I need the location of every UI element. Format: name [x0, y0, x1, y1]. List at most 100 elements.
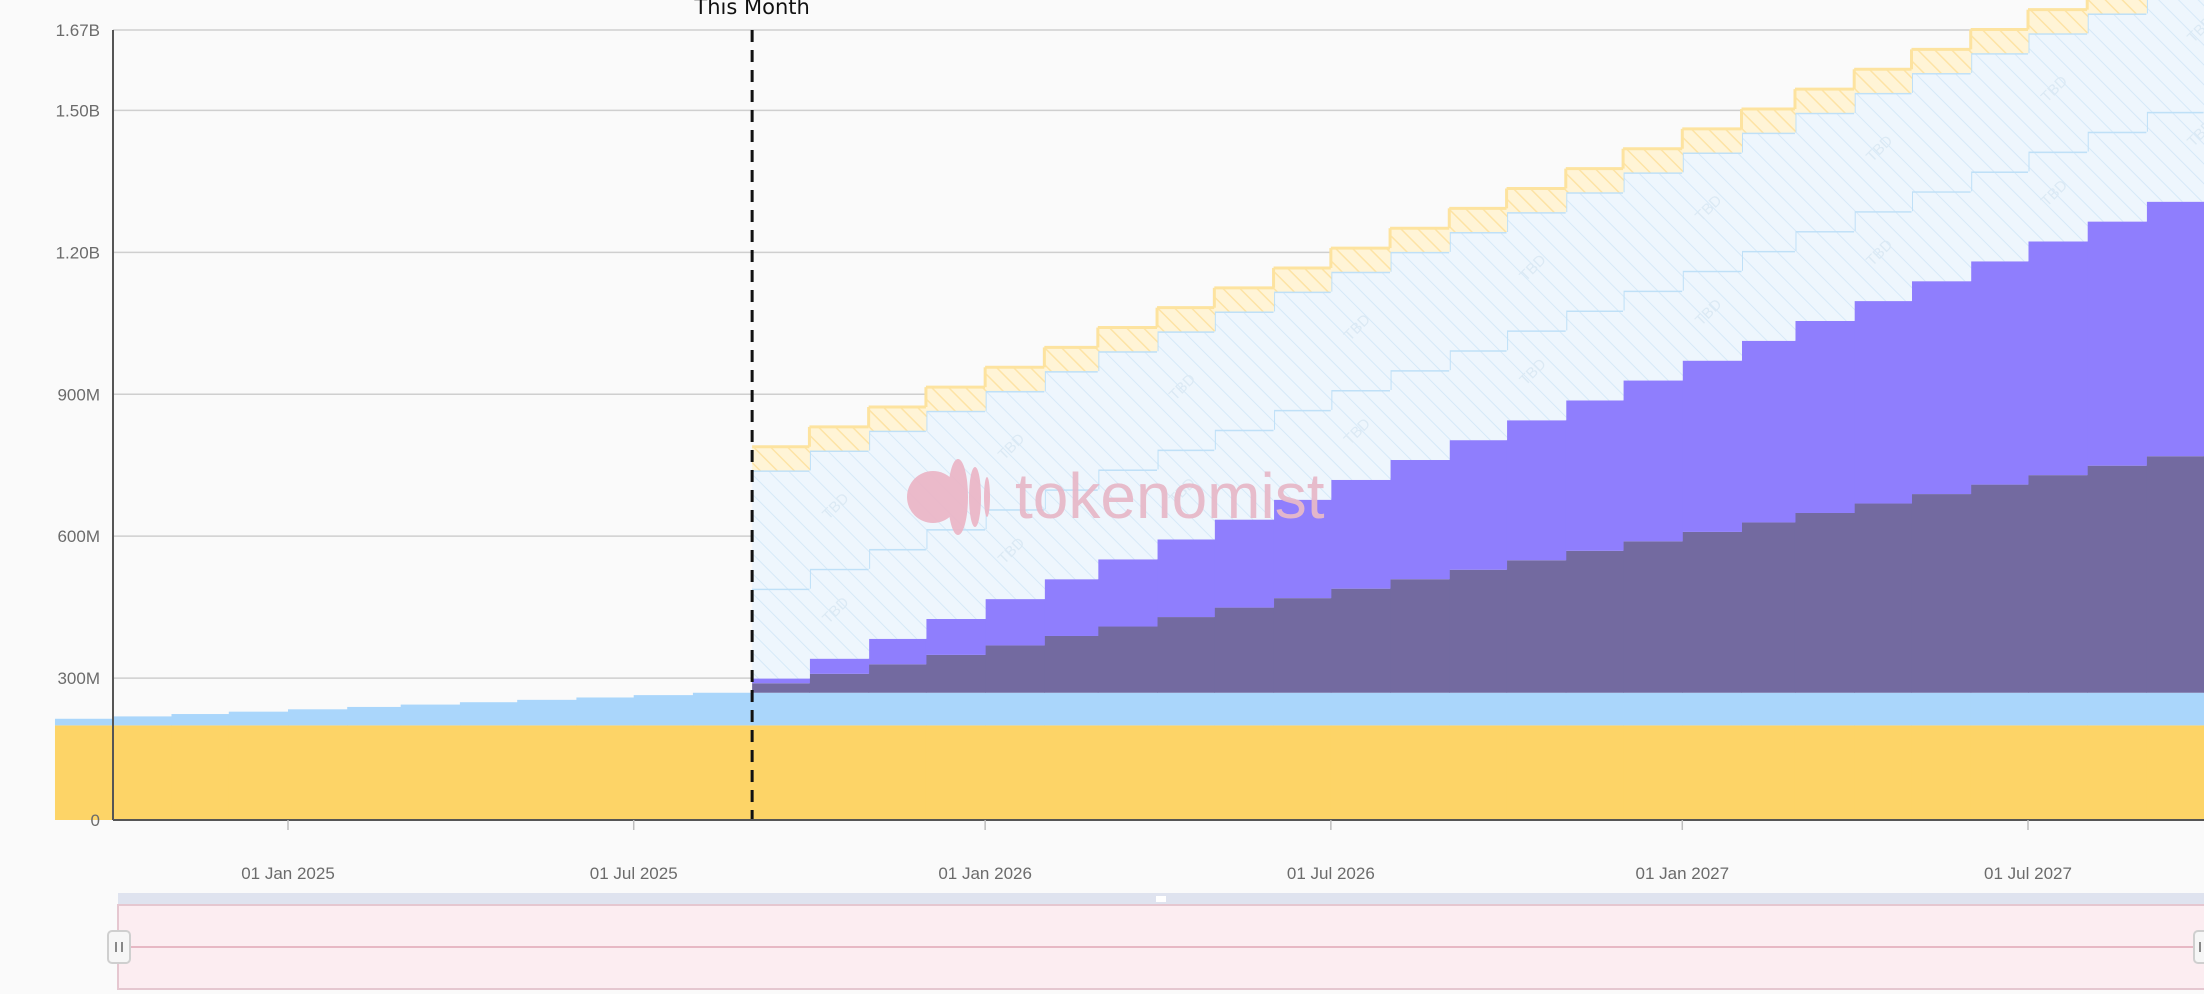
area-step	[1741, 132, 1796, 251]
area-step	[1390, 579, 1450, 693]
area-step	[2087, 465, 2147, 693]
area-step	[2028, 692, 2088, 726]
area-step	[692, 692, 753, 726]
area-step	[1682, 725, 1743, 820]
area-step	[809, 692, 870, 726]
area-step	[1214, 311, 1275, 430]
area-step	[868, 725, 927, 820]
area-step	[2028, 725, 2088, 820]
this-month-label: This Month	[693, 0, 809, 19]
area-step	[576, 697, 635, 726]
area-step	[752, 692, 810, 726]
area-step	[985, 367, 1045, 391]
area-step	[1157, 617, 1215, 693]
area-step	[752, 470, 810, 589]
area-step	[985, 599, 1045, 646]
area-step	[1214, 607, 1275, 693]
area-step	[1330, 588, 1391, 693]
area-step	[1741, 692, 1796, 726]
area-step	[985, 692, 1045, 726]
area-step	[2028, 241, 2088, 476]
watermark: tokenomist	[907, 459, 1325, 535]
area-step	[1449, 208, 1508, 232]
area-step	[925, 618, 986, 655]
area-step	[1911, 725, 1972, 820]
area-step	[1794, 692, 1855, 726]
area-step	[1970, 171, 2029, 262]
area-step	[752, 725, 810, 820]
area-step	[1623, 290, 1683, 381]
area-series-7	[752, 0, 2147, 471]
area-step	[1157, 449, 1215, 540]
area-step	[1390, 725, 1450, 820]
area-step	[1911, 494, 1972, 693]
navigator-left-handle[interactable]	[107, 930, 131, 964]
y-tick-label: 1.67B	[56, 21, 100, 40]
area-step	[54, 725, 113, 820]
area-step	[228, 725, 289, 820]
area-step	[576, 725, 635, 820]
area-step	[985, 509, 1045, 600]
area-step	[228, 711, 289, 726]
area-step	[2087, 13, 2147, 132]
area-step	[2087, 692, 2147, 726]
area-step	[1623, 692, 1683, 726]
area-step	[1097, 626, 1158, 693]
area-step	[1449, 692, 1508, 726]
area-step	[400, 704, 461, 726]
range-navigator[interactable]	[107, 893, 2204, 990]
area-step	[459, 725, 518, 820]
area-step	[1794, 512, 1855, 693]
area-step	[1273, 409, 1332, 500]
area-step	[752, 683, 810, 693]
x-tick-label: 01 Jul 2027	[1984, 864, 2072, 883]
area-step	[1044, 725, 1099, 820]
area-step	[1273, 267, 1332, 292]
area-step	[1044, 579, 1099, 636]
area-step	[1390, 692, 1450, 726]
y-tick-label: 300M	[57, 669, 100, 688]
area-step	[1044, 635, 1099, 693]
area-step	[1330, 692, 1391, 726]
area-step	[1214, 429, 1275, 520]
area-step	[1565, 168, 1624, 193]
navigator-right-handle[interactable]	[2193, 930, 2204, 964]
area-step	[2087, 221, 2147, 466]
area-series-4	[752, 181, 2204, 684]
area-step	[925, 692, 986, 726]
area-step	[1565, 725, 1624, 820]
y-axis-labels: 0 300M 600M 900M 1.20B 1.50B 1.67B	[56, 21, 100, 830]
y-tick-label: 600M	[57, 527, 100, 546]
area-step	[1794, 112, 1855, 232]
area-step	[1623, 541, 1683, 693]
area-step	[1565, 192, 1624, 311]
area-step	[1854, 211, 1912, 302]
area-step	[1273, 692, 1332, 726]
area-step	[1854, 725, 1912, 820]
area-step	[1330, 271, 1391, 390]
area-step	[868, 638, 927, 665]
area-step	[1794, 320, 1855, 513]
area-step	[1682, 692, 1743, 726]
area-step	[1565, 550, 1624, 693]
area-step	[1682, 270, 1743, 361]
area-step	[1970, 484, 2029, 693]
area-step	[1911, 191, 1972, 282]
area-step	[1214, 519, 1275, 608]
area-step	[1330, 479, 1391, 589]
area-step	[809, 568, 870, 659]
area-step	[868, 548, 927, 639]
area-step	[868, 664, 927, 693]
area-step	[517, 699, 577, 726]
area-step	[692, 725, 753, 820]
area-step	[1390, 460, 1450, 580]
area-step	[1854, 92, 1912, 212]
area-step	[1097, 351, 1158, 470]
area-step	[809, 450, 870, 569]
area-step	[1794, 725, 1855, 820]
navigator-scrollbar-grip[interactable]	[1156, 896, 1166, 902]
area-step	[633, 725, 694, 820]
area-step	[1449, 350, 1508, 441]
x-tick-label: 01 Jan 2026	[938, 864, 1032, 883]
